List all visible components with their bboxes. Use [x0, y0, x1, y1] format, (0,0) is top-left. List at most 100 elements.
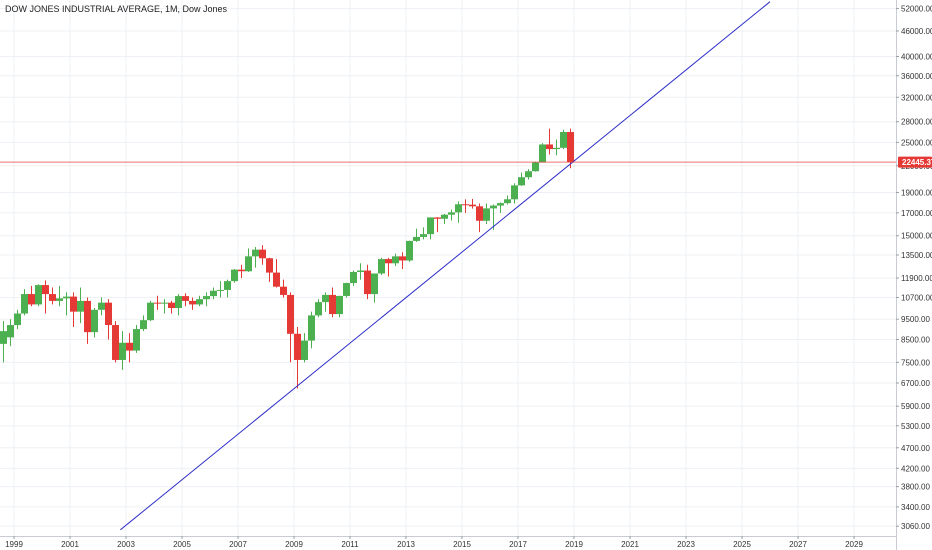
y-tick-label: 32000.00: [901, 93, 932, 102]
candle-body: [196, 299, 203, 305]
candle-body: [77, 300, 84, 312]
candle-body: [490, 205, 497, 209]
y-tick-label: 9500.00: [901, 315, 930, 324]
candle-body: [427, 217, 434, 235]
x-tick-label: 2023: [677, 540, 695, 549]
candle-body: [364, 270, 371, 295]
candle-body: [392, 256, 399, 264]
candle-body: [98, 302, 105, 310]
candle-body: [56, 298, 63, 301]
x-tick-label: 2029: [845, 540, 863, 549]
candle-body: [553, 147, 560, 150]
candle-body: [511, 185, 518, 200]
candle-body: [154, 302, 161, 304]
candle-body: [210, 290, 217, 297]
candle-body: [301, 340, 308, 360]
y-tick-label: 3400.00: [901, 503, 930, 512]
y-tick-label: 46000.00: [901, 27, 932, 36]
y-tick-label: 6700.00: [901, 379, 930, 388]
y-tick-label: 8500.00: [901, 336, 930, 345]
candle-body: [308, 315, 315, 341]
y-tick-label: 25000.00: [901, 138, 932, 147]
candle-body: [343, 283, 350, 296]
candle-body: [525, 171, 532, 178]
candle-body: [504, 199, 511, 204]
candle-body: [518, 177, 525, 186]
candle-body: [49, 294, 56, 301]
y-tick-label: 40000.00: [901, 53, 932, 62]
candle-body: [497, 203, 504, 206]
candle-body: [546, 144, 553, 150]
candle-body: [420, 234, 427, 237]
candle-body: [63, 296, 70, 299]
y-tick-label: 4700.00: [901, 444, 930, 453]
candle-body: [7, 325, 14, 338]
candle-body: [14, 313, 21, 326]
candle-body: [413, 236, 420, 241]
candle-body: [0, 331, 7, 344]
x-tick-label: 1999: [5, 540, 23, 549]
candle-body: [378, 259, 385, 274]
x-tick-label: 2007: [229, 540, 247, 549]
candle-body: [203, 296, 210, 300]
y-tick-label: 5900.00: [901, 402, 930, 411]
candle-body: [70, 296, 77, 312]
x-tick-label: 2011: [341, 540, 359, 549]
candle-body: [280, 286, 287, 295]
candle-body: [357, 270, 364, 272]
y-tick-label: 4200.00: [901, 464, 930, 473]
time-axis[interactable]: 1999 2001 2003 2005 2007 2009 2011 2013 2015 2017…: [5, 536, 863, 549]
y-tick-label: 36000.00: [901, 72, 932, 81]
trendline[interactable]: [120, 1, 771, 531]
candle-body: [567, 132, 574, 163]
candle-body: [161, 302, 168, 304]
x-tick-label: 2015: [453, 540, 471, 549]
last-price-label-text: 22445.37: [902, 158, 932, 167]
last-price-label-bg: [898, 156, 932, 168]
candles: [0, 128, 574, 389]
grid: [0, 0, 896, 536]
candle-body: [483, 208, 490, 221]
candle-body: [476, 206, 483, 221]
candle-body: [126, 342, 133, 351]
candle-body: [560, 132, 567, 148]
y-tick-label: 52000.00: [901, 5, 932, 14]
candle-body: [462, 204, 469, 206]
candle-body: [119, 342, 126, 360]
y-tick-label: 13500.00: [901, 251, 932, 260]
candle-body: [133, 329, 140, 351]
candle-body: [259, 249, 266, 259]
y-tick-label: 19000.00: [901, 189, 932, 198]
candle-body: [231, 269, 238, 282]
candle-body: [406, 240, 413, 261]
y-tick-label: 3800.00: [901, 483, 930, 492]
candle-body: [399, 256, 406, 261]
x-tick-label: 2009: [285, 540, 303, 549]
candle-body: [224, 281, 231, 290]
candle-body: [35, 285, 42, 305]
candle-body: [217, 289, 224, 291]
x-tick-label: 2013: [397, 540, 415, 549]
candle-body: [266, 258, 273, 273]
candle-body: [147, 302, 154, 321]
candle-body: [287, 294, 294, 334]
candle-body: [350, 271, 357, 284]
x-tick-label: 2025: [733, 540, 751, 549]
y-tick-label: 17000.00: [901, 209, 932, 218]
candle-body: [112, 325, 119, 360]
x-tick-label: 2027: [789, 540, 807, 549]
x-tick-label: 2001: [61, 540, 79, 549]
x-tick-label: 2003: [117, 540, 135, 549]
candle-body: [441, 214, 448, 219]
candle-body: [322, 294, 329, 303]
candle-body: [434, 217, 441, 219]
candle-body: [168, 302, 175, 309]
x-tick-label: 2005: [173, 540, 191, 549]
candle-body: [42, 285, 49, 295]
candle-body: [539, 144, 546, 163]
candle-body: [140, 320, 147, 330]
price-axis[interactable]: 52000.00 46000.00 40000.00 36000.00 32000.00…: [896, 5, 932, 532]
y-tick-label: 5300.00: [901, 422, 930, 431]
candle-body: [182, 296, 189, 301]
